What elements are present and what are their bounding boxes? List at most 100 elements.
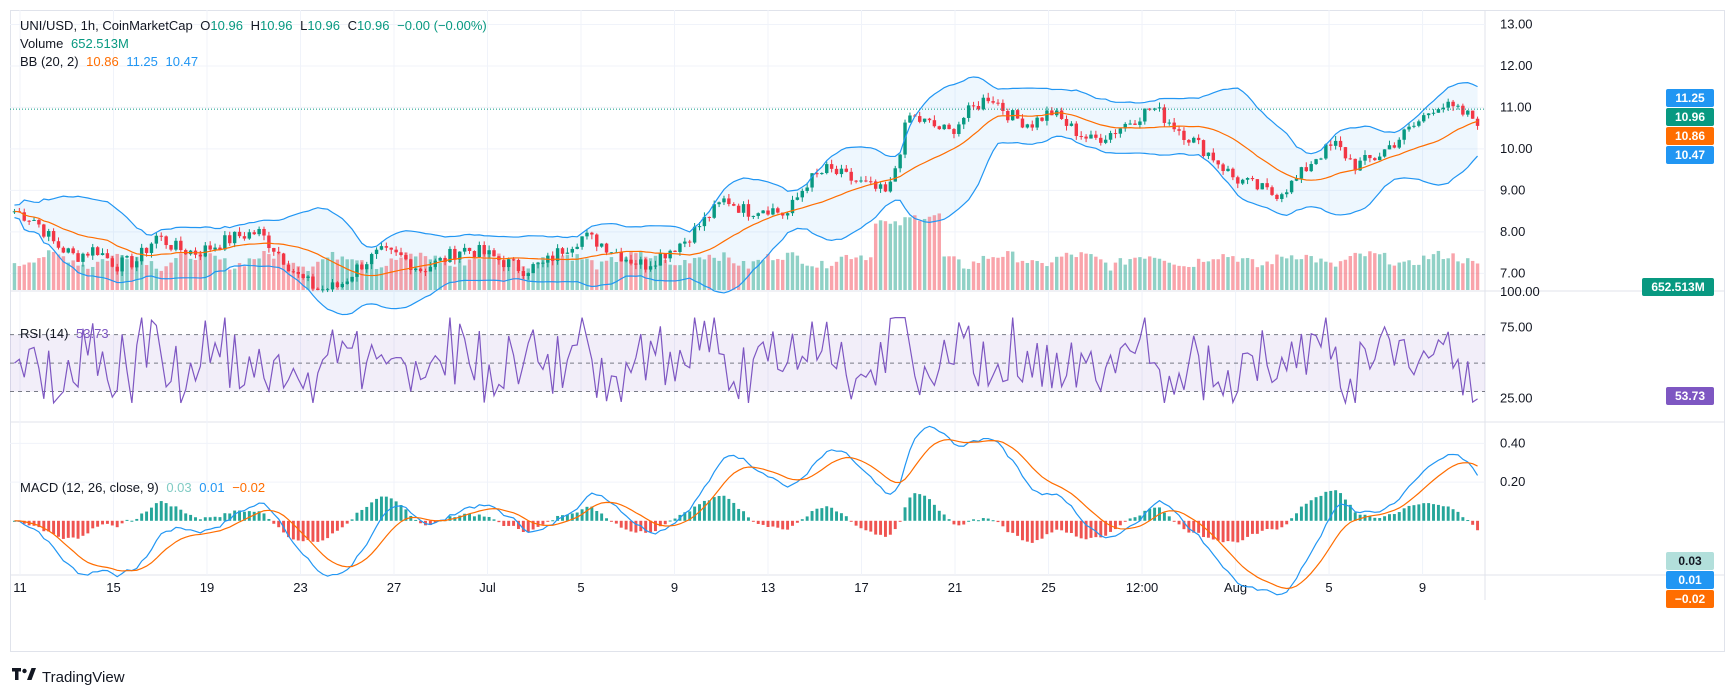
volume-bar bbox=[898, 225, 902, 290]
candle-body bbox=[1192, 137, 1196, 143]
candle-body bbox=[374, 249, 379, 255]
volume-bar bbox=[276, 253, 281, 290]
candle-body bbox=[438, 257, 442, 261]
volume-bar bbox=[864, 260, 868, 290]
change-value: −0.00 (−0.00%) bbox=[397, 18, 487, 33]
macd-histogram-bar bbox=[61, 520, 65, 539]
macd-histogram-bar bbox=[800, 519, 804, 521]
volume-bar bbox=[91, 266, 95, 290]
macd-histogram-bar bbox=[1392, 514, 1396, 521]
volume-bar bbox=[1470, 260, 1475, 290]
macd-histogram-bar bbox=[345, 520, 349, 524]
volume-bar bbox=[27, 262, 31, 290]
candle-body bbox=[741, 204, 746, 213]
candle-body bbox=[130, 256, 134, 268]
candle-body bbox=[154, 235, 159, 244]
volume-bar bbox=[1353, 252, 1357, 290]
macd-histogram-bar bbox=[428, 520, 432, 526]
volume-bar bbox=[394, 259, 398, 290]
candle-body bbox=[854, 180, 858, 182]
candle-body bbox=[1324, 144, 1328, 159]
volume-bar bbox=[208, 253, 212, 290]
macd-histogram-bar bbox=[1065, 520, 1068, 533]
candle-body bbox=[1470, 110, 1475, 119]
candle-body bbox=[169, 245, 173, 250]
candle-body bbox=[736, 205, 741, 213]
candle-body bbox=[922, 118, 927, 122]
macd-histogram-bar bbox=[487, 516, 491, 521]
macd-histogram-bar bbox=[76, 520, 80, 539]
candle-body bbox=[595, 234, 599, 247]
volume-bar bbox=[1226, 257, 1230, 290]
candle-body bbox=[409, 259, 413, 271]
volume-bar bbox=[1299, 259, 1304, 290]
macd-histogram-bar bbox=[296, 520, 300, 541]
volume-bar bbox=[291, 262, 296, 290]
volume-bar bbox=[135, 256, 139, 290]
volume-bar bbox=[1324, 261, 1328, 290]
macd-hist-value: 0.03 bbox=[166, 480, 192, 495]
candle-body bbox=[1133, 123, 1137, 125]
candle-body bbox=[511, 259, 516, 261]
volume-bar bbox=[692, 258, 697, 290]
macd-histogram-bar bbox=[629, 520, 633, 532]
volume-bar bbox=[546, 259, 550, 290]
macd-histogram-bar bbox=[1343, 499, 1347, 521]
volume-bar bbox=[1152, 257, 1157, 290]
macd-histogram-bar bbox=[1324, 491, 1328, 521]
candle-body bbox=[756, 213, 760, 216]
macd-histogram-bar bbox=[614, 520, 618, 524]
macd-histogram-bar bbox=[1446, 506, 1450, 521]
volume-bar bbox=[458, 260, 462, 290]
candle-body bbox=[306, 276, 310, 279]
candle-body bbox=[516, 259, 521, 272]
volume-bar bbox=[555, 255, 560, 290]
volume-bar bbox=[325, 257, 330, 290]
macd-histogram-bar bbox=[1319, 495, 1323, 521]
macd-histogram-bar bbox=[1025, 520, 1029, 542]
volume-bar bbox=[927, 216, 932, 290]
macd-histogram-bar bbox=[365, 506, 369, 521]
macd-histogram-bar bbox=[267, 518, 271, 521]
macd-histogram-bar bbox=[864, 520, 868, 531]
candle-body bbox=[883, 184, 888, 192]
macd-histogram-bar bbox=[732, 502, 736, 521]
price-tick-label: 7.00 bbox=[1500, 265, 1525, 280]
macd-histogram-bar bbox=[512, 520, 516, 526]
candle-body bbox=[1206, 152, 1211, 157]
candle-body bbox=[1294, 178, 1299, 181]
volume-bar bbox=[756, 259, 760, 290]
candle-body bbox=[658, 253, 663, 266]
candle-body bbox=[952, 129, 956, 134]
time-tick-label: 12:00 bbox=[1126, 580, 1159, 595]
candle-body bbox=[692, 226, 697, 243]
volume-bar bbox=[888, 223, 893, 290]
macd-histogram-bar bbox=[791, 520, 794, 526]
rsi-label: RSI (14) bbox=[20, 326, 69, 341]
candle-body bbox=[86, 253, 90, 256]
candle-body bbox=[232, 231, 237, 244]
footer-brand[interactable]: TradingView bbox=[12, 668, 125, 686]
macd-histogram-bar bbox=[1241, 520, 1245, 541]
volume-bar bbox=[1240, 258, 1245, 290]
volume-bar bbox=[443, 261, 447, 290]
macd-histogram-bar bbox=[379, 496, 383, 521]
macd-histogram-bar bbox=[849, 520, 853, 522]
candle-body bbox=[1309, 164, 1313, 172]
candle-body bbox=[864, 180, 868, 182]
volume-bar bbox=[1094, 256, 1098, 290]
macd-histogram-bar bbox=[1011, 520, 1015, 533]
macd-histogram-bar bbox=[101, 520, 104, 525]
volume-bar bbox=[1128, 259, 1132, 290]
tradingview-logo-icon bbox=[12, 668, 36, 686]
candle-body bbox=[776, 208, 780, 213]
macd-histogram-bar bbox=[1206, 520, 1210, 538]
candle-body bbox=[242, 236, 247, 239]
volume-bar bbox=[1020, 260, 1025, 290]
volume-bar bbox=[1231, 256, 1235, 290]
macd-histogram-bar bbox=[360, 509, 364, 521]
macd-histogram-bar bbox=[22, 520, 26, 524]
candle-body bbox=[433, 260, 437, 267]
macd-histogram-bar bbox=[624, 520, 628, 530]
